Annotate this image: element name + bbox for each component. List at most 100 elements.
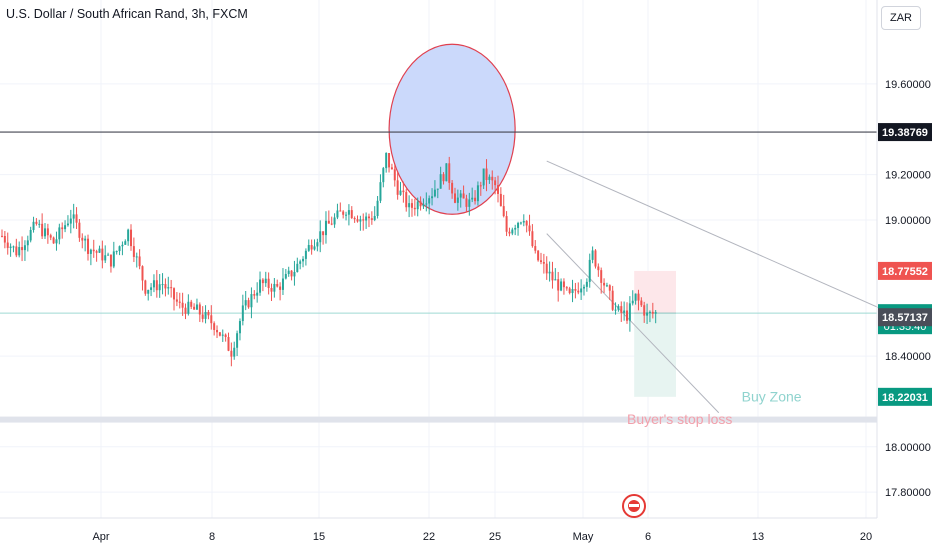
x-tick-label: 25 [489, 531, 501, 543]
candle-body [64, 225, 67, 230]
candle-body [594, 250, 597, 267]
candle-body [84, 238, 87, 241]
candle-body [568, 288, 571, 294]
candle-body [178, 301, 181, 303]
candle-body [224, 334, 227, 338]
candle-body [494, 180, 497, 186]
candle-body [623, 310, 626, 313]
candle-body [385, 152, 388, 169]
candle-body [640, 300, 643, 306]
candle-body [333, 217, 336, 225]
candle-body [560, 281, 563, 291]
candle-body [256, 292, 259, 296]
candle-body [428, 198, 431, 204]
candle-body [442, 174, 445, 182]
candle-body [356, 219, 359, 222]
candle-body [456, 197, 459, 203]
candle-body [244, 300, 247, 306]
price-axis[interactable]: 19.60000 19.20000 19.00000 18.40000 18.00000… [876, 0, 931, 518]
candle-body [654, 312, 657, 314]
candle-body [648, 311, 651, 313]
candle-body [485, 168, 488, 180]
candle-body [147, 289, 150, 294]
price-tag-label: 18.22031 [882, 392, 928, 404]
candle-body [313, 246, 316, 250]
candle-body [488, 176, 491, 180]
buyer-s-stop-losslabel: Buyer's stop loss [627, 411, 732, 427]
candle-body [61, 227, 64, 230]
candle-body [422, 204, 425, 207]
candle-body [479, 185, 482, 187]
price-tag-bg [878, 308, 932, 327]
candle-body [419, 201, 422, 207]
candle-body [431, 196, 434, 199]
candle-body [253, 294, 256, 296]
candle-body [304, 250, 307, 259]
candle-body [44, 228, 47, 237]
candle-body [436, 188, 439, 190]
candle-body [75, 214, 78, 223]
price-tag-bg [878, 261, 932, 280]
candle-body [580, 288, 583, 293]
candle-body [187, 301, 190, 314]
candle-body [651, 311, 654, 314]
x-tick-label: Apr [92, 531, 109, 543]
candle-body [107, 254, 110, 256]
candle-body [38, 223, 41, 225]
candle-body [227, 337, 230, 351]
candle-body [373, 216, 376, 220]
y-tick-label: 18.00000 [885, 442, 931, 454]
candle-body [525, 220, 528, 226]
candle-body [562, 281, 565, 288]
candle-body [141, 266, 144, 281]
candles [1, 152, 657, 367]
candle-body [565, 287, 568, 289]
candle-body [433, 189, 436, 197]
candle-body [571, 289, 574, 294]
price-tag-bg [878, 123, 932, 142]
candle-body [330, 223, 333, 225]
candle-body [390, 167, 393, 170]
candle-body [267, 278, 270, 289]
candle-body [173, 288, 176, 300]
y-tick-label: 19.60000 [885, 79, 931, 91]
candle-body [195, 304, 198, 310]
candle-body [101, 248, 104, 261]
candle-body [588, 259, 591, 282]
candle-body [115, 251, 118, 253]
candle-body [23, 245, 26, 251]
candle-body [66, 223, 69, 226]
candle-body [78, 222, 81, 238]
candle-body [410, 203, 413, 208]
candle-body [81, 237, 84, 241]
y-tick-label: 18.40000 [885, 351, 931, 363]
candle-body [505, 216, 508, 232]
candle-body [29, 229, 32, 241]
tradingview-logo-icon[interactable] [622, 494, 646, 518]
candle-body [276, 283, 279, 287]
candle-body [528, 225, 531, 232]
candle-body [353, 218, 356, 220]
candle-body [548, 271, 551, 274]
candle-body [112, 251, 115, 267]
candle-body [236, 333, 239, 348]
candle-body [293, 271, 296, 277]
candle-body [416, 201, 419, 210]
candle-body [32, 221, 35, 230]
candle-body [445, 163, 448, 182]
take-profit-zone [634, 313, 676, 397]
x-tick-label: 13 [752, 531, 764, 543]
time-axis[interactable]: Apr 8 15 22 25 May 6 13 20 [0, 517, 877, 543]
currency-button[interactable]: ZAR [881, 6, 921, 30]
candle-body [379, 182, 382, 201]
candle-body [347, 210, 350, 215]
candle-body [121, 244, 124, 247]
candle-body [127, 229, 130, 242]
candle-body [49, 235, 52, 238]
candle-body [583, 286, 586, 289]
candle-body [597, 266, 600, 271]
candle-body [124, 241, 127, 245]
candle-body [1, 235, 3, 237]
price-tag-bg [878, 387, 932, 406]
